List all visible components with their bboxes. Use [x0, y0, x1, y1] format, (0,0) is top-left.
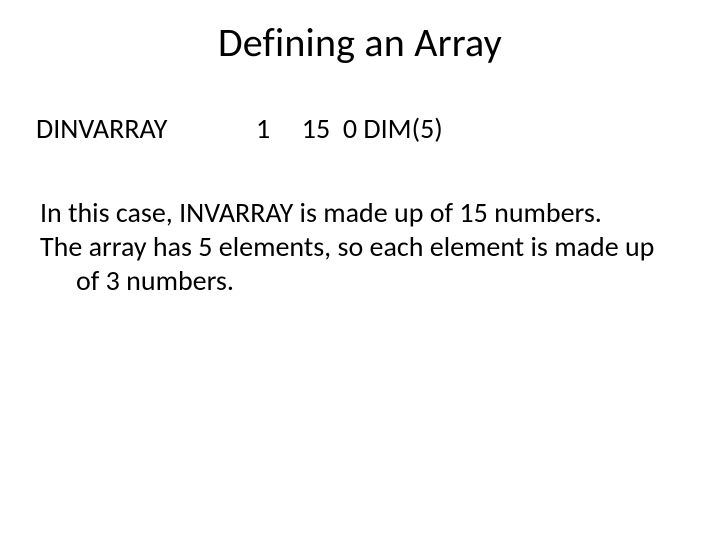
slide-container: Defining an Array DINVARRAY 1 15 0 DIM(5… — [0, 0, 720, 540]
code-definition-line: DINVARRAY 1 15 0 DIM(5) — [36, 111, 680, 146]
body-text: In this case, INVARRAY is made up of 15 … — [40, 196, 680, 298]
slide-title: Defining an Array — [40, 18, 680, 67]
paragraph-1: In this case, INVARRAY is made up of 15 … — [40, 196, 680, 230]
paragraph-2: The array has 5 elements, so each elemen… — [40, 230, 680, 298]
